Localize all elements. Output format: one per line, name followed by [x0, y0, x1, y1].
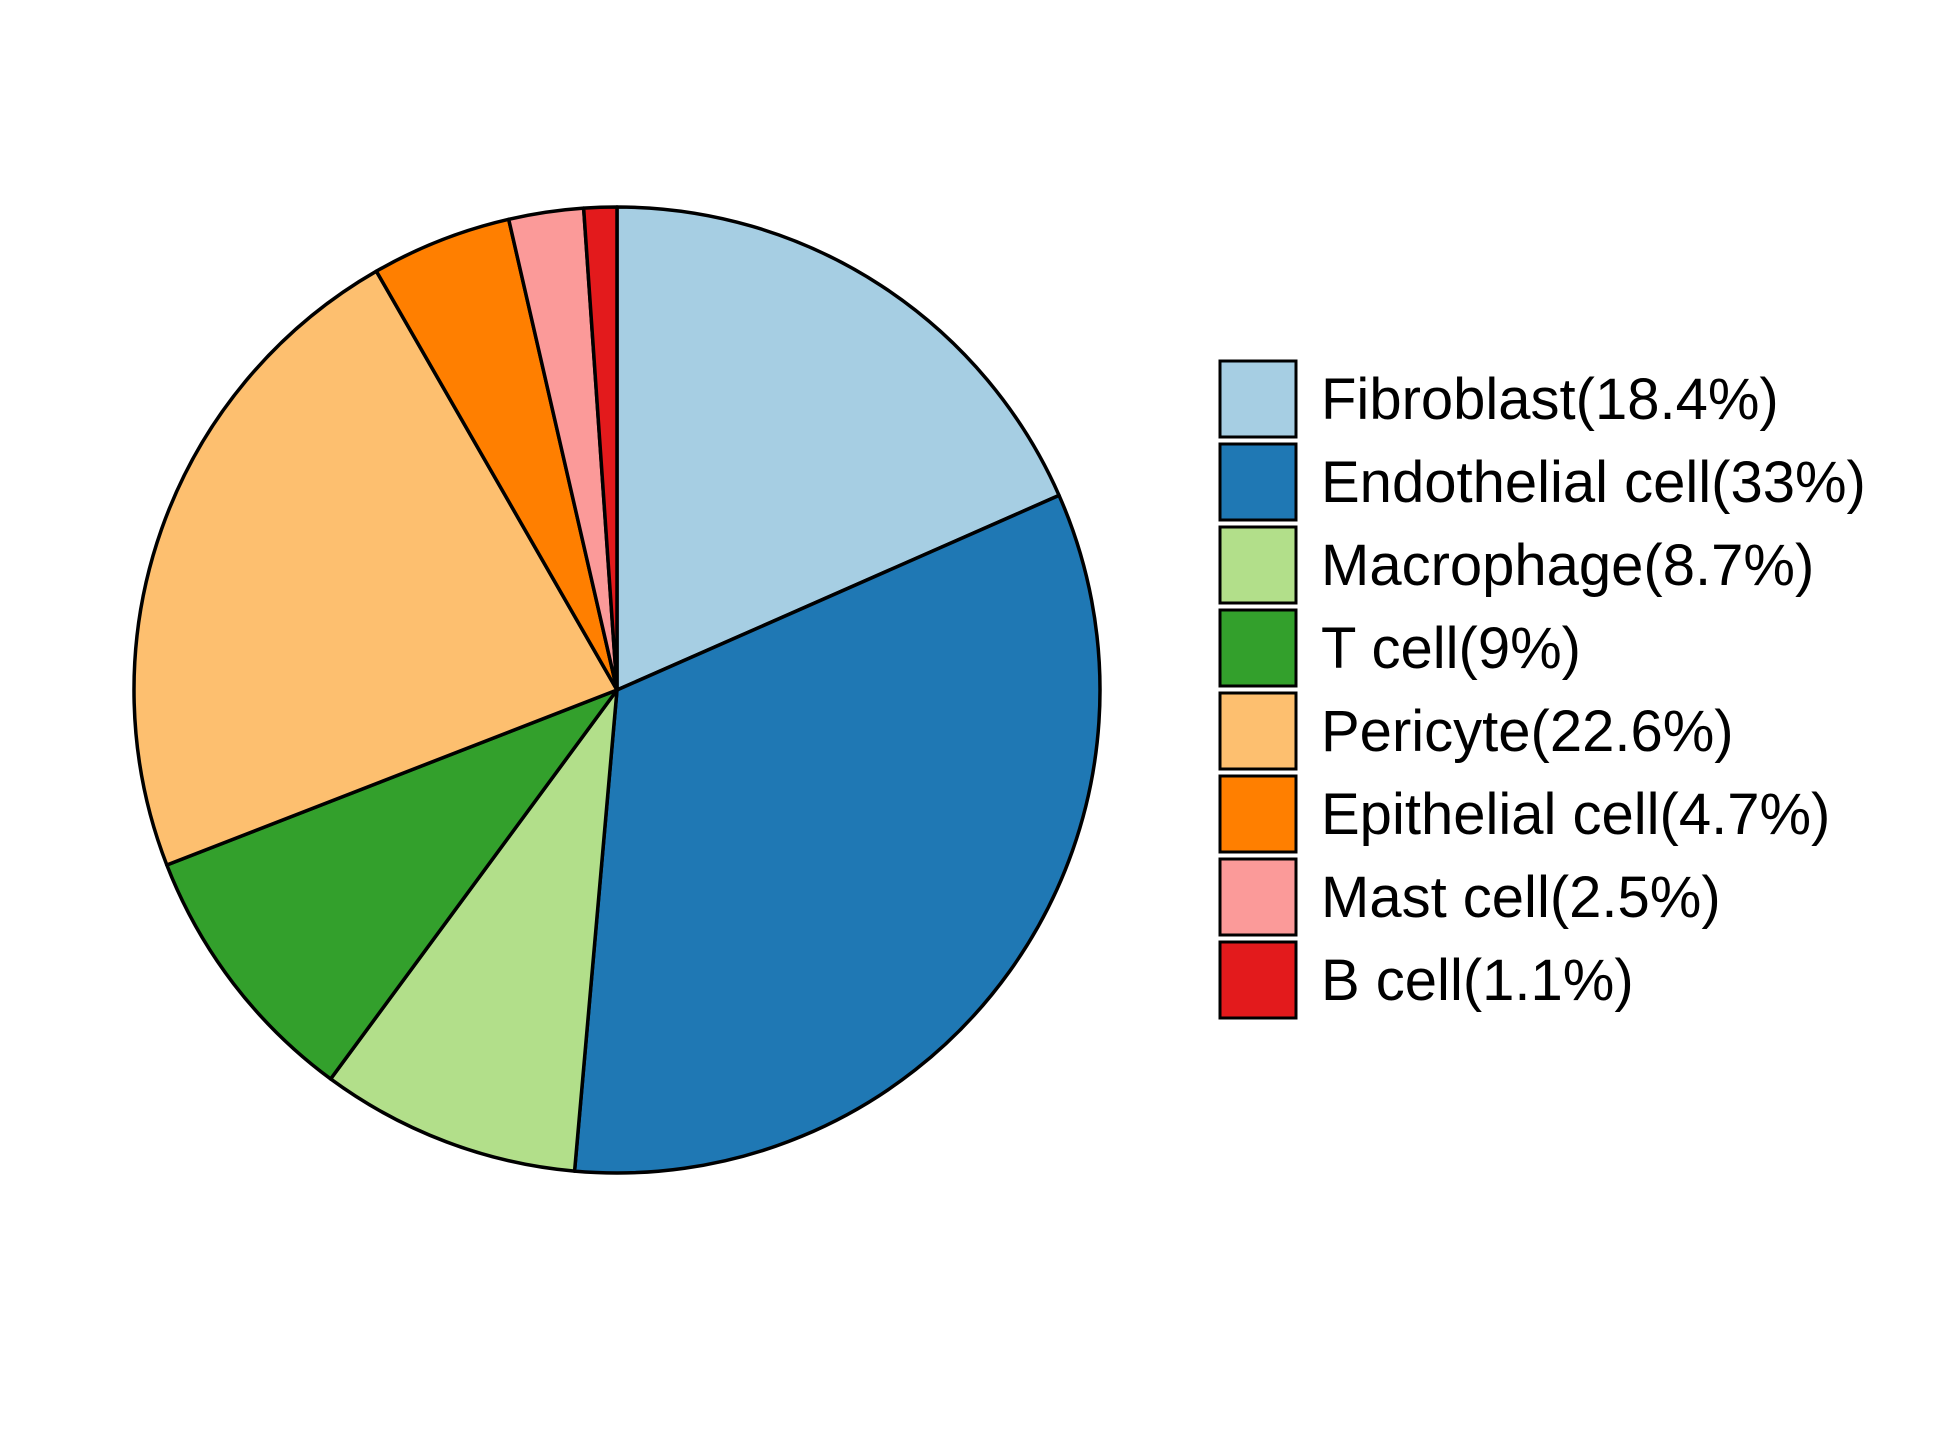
legend-swatch-b-cell [1218, 940, 1298, 1020]
legend-label-fibroblast: Fibroblast(18.4%) [1321, 367, 1779, 432]
legend-swatch-t-cell [1218, 608, 1298, 688]
legend-label-b-cell: B cell(1.1%) [1321, 948, 1634, 1013]
legend: Fibroblast(18.4%) Endothelial cell(33%) Ma… [1218, 359, 1866, 1020]
legend-label-t-cell: T cell(9%) [1321, 616, 1581, 681]
legend-swatch-mast-cell [1218, 857, 1298, 937]
legend-label-mast-cell: Mast cell(2.5%) [1321, 865, 1721, 930]
pie-slice-endothelial-cell [572, 493, 1102, 1175]
legend-swatch-pericyte [1218, 691, 1298, 771]
pie-slice-fibroblast [615, 205, 1061, 692]
legend-label-pericyte: Pericyte(22.6%) [1321, 699, 1734, 764]
pie-slice-macrophage [328, 688, 619, 1173]
legend-swatch-epithelial-cell [1218, 774, 1298, 854]
legend-label-macrophage: Macrophage(8.7%) [1321, 533, 1814, 598]
pie-slice-b-cell [581, 205, 619, 692]
legend-swatch-macrophage [1218, 525, 1298, 605]
pie-slice-pericyte [132, 269, 619, 867]
pie-slices [132, 205, 1102, 1175]
legend-swatch-fibroblast [1218, 359, 1298, 439]
legend-label-epithelial-cell: Epithelial cell(4.7%) [1321, 782, 1830, 847]
legend-swatch-endothelial-cell [1218, 442, 1298, 522]
legend-label-endothelial-cell: Endothelial cell(33%) [1321, 450, 1866, 515]
pie-slice-t-cell [165, 688, 619, 1081]
